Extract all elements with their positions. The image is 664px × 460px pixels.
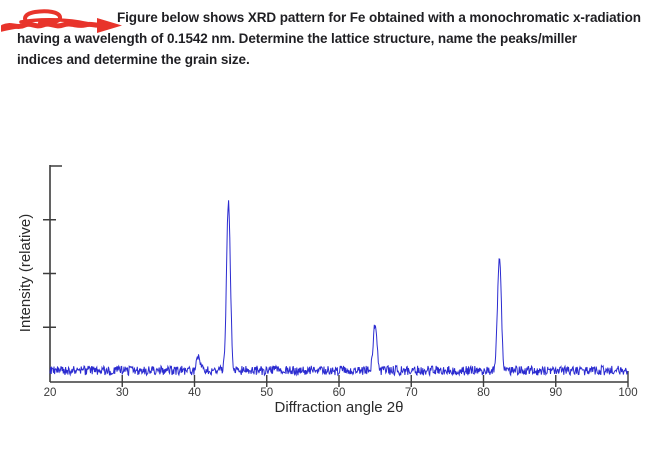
xrd-chart: 20 30 40 50 60 70 80 90 100 Diffraction angle 2θ I…	[17, 165, 638, 416]
x-axis-label: Diffraction angle 2θ	[275, 399, 404, 416]
x-tick-label: 40	[188, 387, 201, 399]
x-tick-label: 100	[618, 387, 637, 399]
x-tick-label: 80	[477, 387, 490, 399]
x-tick-label: 70	[405, 387, 418, 399]
scribble-arrowhead-icon	[97, 18, 122, 33]
scribble-strokes	[1, 9, 103, 32]
xrd-trace	[49, 200, 629, 378]
question-line: having a wavelength of 0.1542 nm. Determ…	[17, 31, 577, 46]
x-tick-label: 50	[260, 387, 273, 399]
x-tick-label: 90	[549, 387, 562, 399]
question-text: Figure below shows XRD pattern for Fe ob…	[1, 7, 658, 70]
y-axis-label: Intensity (relative)	[17, 214, 34, 332]
x-tick-label: 30	[116, 387, 129, 399]
question-line: indices and determine the grain size.	[17, 52, 250, 67]
scribble-arrow-annotation	[1, 9, 122, 33]
x-tick-label: 20	[44, 387, 57, 399]
question-line: Figure below shows XRD pattern for Fe ob…	[117, 10, 641, 25]
x-tick-label: 60	[333, 387, 346, 399]
